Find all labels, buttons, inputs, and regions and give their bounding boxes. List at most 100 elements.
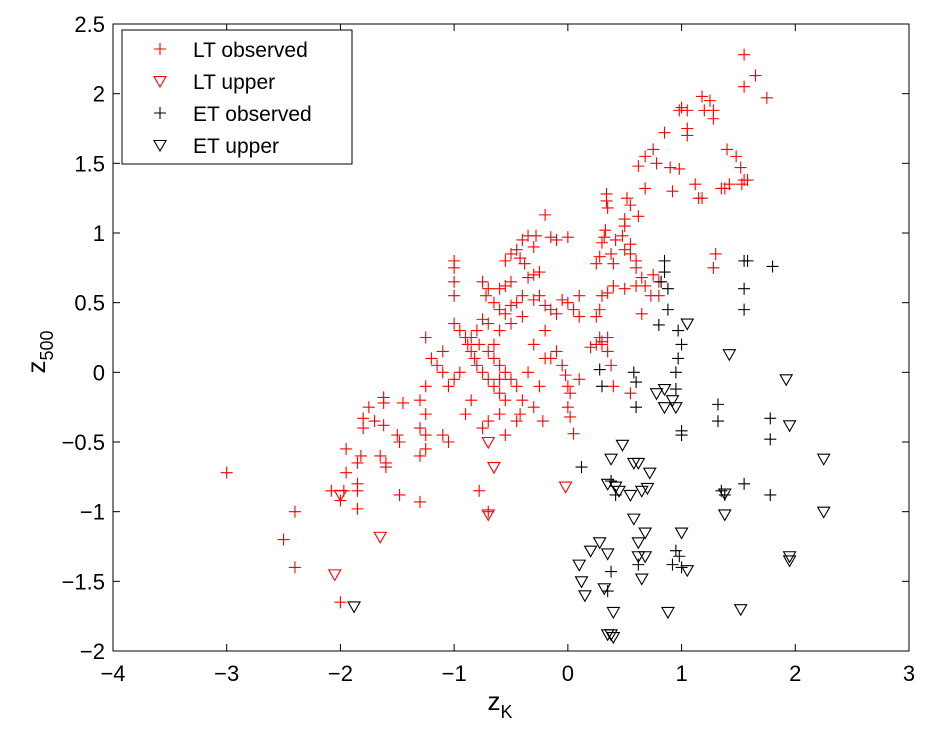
data-point <box>487 380 500 393</box>
y-tick-label: −2 <box>80 639 105 664</box>
data-point <box>527 268 540 281</box>
y-tick-label: 1 <box>93 221 105 246</box>
data-point <box>605 565 618 578</box>
axis-ticks <box>112 23 910 652</box>
data-point <box>631 551 646 564</box>
data-point <box>624 199 637 212</box>
data-point <box>527 240 540 253</box>
data-point <box>476 366 489 379</box>
data-point <box>711 398 724 411</box>
data-point <box>680 318 695 331</box>
data-point <box>733 604 748 617</box>
data-point <box>607 380 620 393</box>
data-point <box>658 126 671 139</box>
data-point <box>550 345 563 358</box>
data-point <box>368 415 381 428</box>
data-point <box>590 310 603 323</box>
data-point <box>482 373 495 386</box>
data-point <box>583 545 598 558</box>
data-point <box>493 282 506 295</box>
y-tick-label: −1 <box>80 500 105 525</box>
data-point <box>393 488 406 501</box>
data-point <box>393 436 406 448</box>
data-point <box>816 506 831 519</box>
data-point <box>730 150 743 163</box>
data-point <box>661 282 674 295</box>
data-point <box>530 229 543 242</box>
data-point <box>499 279 512 292</box>
data-point <box>592 537 607 550</box>
data-point <box>600 194 613 207</box>
data-point <box>782 555 797 568</box>
data-point <box>630 401 643 414</box>
x-tick-label: −3 <box>214 661 239 686</box>
x-axis-label: zK <box>487 686 512 722</box>
data-point <box>707 112 720 125</box>
data-point <box>505 317 517 330</box>
x-tick-label: 3 <box>903 661 915 686</box>
legend-marker <box>153 139 167 153</box>
data-point <box>664 161 677 174</box>
legend-label: ET upper <box>193 135 279 158</box>
data-point <box>493 408 506 421</box>
data-point <box>584 341 597 354</box>
data-point <box>624 247 637 260</box>
data-point <box>482 282 495 295</box>
data-point <box>414 394 427 407</box>
data-point <box>414 422 427 435</box>
data-point <box>377 396 390 409</box>
data-point <box>620 192 633 205</box>
data-point <box>623 489 638 503</box>
data-point <box>681 129 694 142</box>
data-point <box>658 266 671 279</box>
data-point <box>666 185 679 198</box>
data-point <box>607 257 620 270</box>
data-point <box>590 257 603 270</box>
data-point <box>442 380 455 393</box>
data-point <box>527 401 540 414</box>
data-point <box>351 456 364 469</box>
data-point <box>499 307 512 320</box>
data-point <box>652 289 665 302</box>
data-point <box>782 420 797 433</box>
data-point <box>738 282 751 295</box>
data-point <box>672 352 685 365</box>
data-point <box>499 366 512 379</box>
data-point <box>481 509 496 522</box>
data-point <box>419 331 432 344</box>
data-point <box>764 488 777 501</box>
data-point <box>605 247 618 260</box>
data-point <box>564 387 577 400</box>
data-point <box>599 224 612 237</box>
data-point <box>675 561 688 574</box>
data-point <box>561 380 574 393</box>
data-point <box>487 352 500 365</box>
data-point <box>606 606 621 620</box>
data-point <box>638 527 653 540</box>
data-point <box>704 94 716 107</box>
data-point <box>510 415 523 428</box>
data-point <box>657 402 672 415</box>
data-point <box>760 91 773 104</box>
data-point <box>482 505 495 518</box>
data-point <box>453 324 466 337</box>
data-point <box>567 303 580 316</box>
data-point <box>717 509 732 522</box>
data-point <box>499 394 512 407</box>
data-point <box>597 583 612 596</box>
data-point <box>277 533 290 546</box>
data-point <box>601 331 614 344</box>
data-point <box>631 537 646 550</box>
y-tick-label: 1.5 <box>74 151 105 176</box>
legend-marker <box>154 43 166 55</box>
data-point <box>539 324 552 337</box>
data-point <box>536 415 549 428</box>
data-point <box>738 477 751 490</box>
data-point <box>655 275 668 288</box>
data-point <box>630 279 643 292</box>
data-point <box>476 422 489 435</box>
x-tick-label: 1 <box>675 661 687 686</box>
data-point <box>479 289 492 302</box>
data-point <box>642 467 657 480</box>
data-point <box>473 484 486 497</box>
